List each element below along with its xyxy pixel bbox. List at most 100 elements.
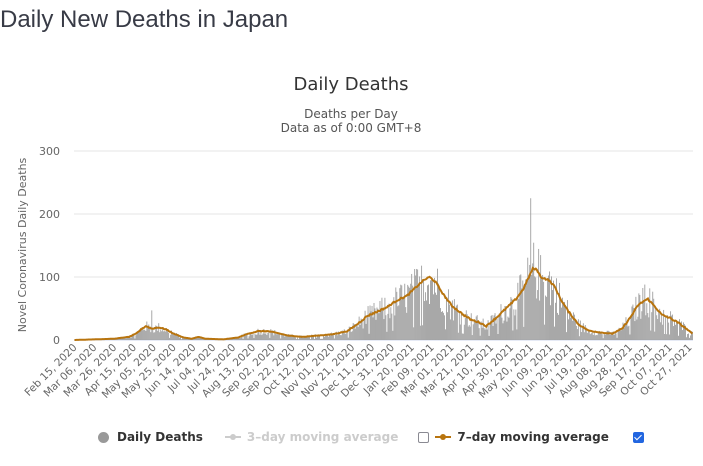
bar [592,334,594,340]
bar [383,319,385,340]
bar [313,336,314,340]
bar [247,338,249,340]
bar [637,316,639,340]
bar [158,323,160,340]
bar [359,324,361,340]
bar [472,324,474,340]
bar [503,320,505,340]
bar [312,335,313,340]
bar [162,327,164,340]
bar [623,327,625,340]
legend-item-3day-ma[interactable]: 3–day moving average [224,430,398,444]
bar [252,332,254,340]
bar [306,336,307,340]
bar [394,315,396,340]
bar [408,286,410,340]
bar [479,335,481,340]
bar [674,320,675,340]
bar [279,333,281,340]
bar [196,338,197,340]
bar [405,307,407,340]
bar [636,319,638,340]
bar [612,331,614,340]
bar [638,293,640,340]
bar [151,310,153,340]
bar [274,330,276,340]
bar [353,324,355,340]
bar [498,313,500,340]
bar [126,337,128,340]
bar [304,336,305,340]
bar [316,337,317,340]
bar [371,305,373,340]
bar [148,324,150,340]
checkbox-3day-ma[interactable] [418,431,430,443]
bar [370,311,372,340]
bar [168,332,170,340]
bar [667,315,669,340]
bar [156,325,158,340]
checkbox-7day-ma[interactable] [632,431,644,443]
bar [445,296,447,340]
bar [493,315,495,340]
bar [652,291,654,340]
bar [556,278,557,340]
bar [413,327,415,340]
bar [174,334,176,340]
bar [572,312,574,340]
bar [246,334,248,340]
bar [366,317,368,340]
bar [567,300,568,340]
bar [390,307,392,340]
bar [523,326,525,340]
bar [618,327,620,340]
bar [492,325,494,340]
bar [648,317,650,340]
bar [502,323,504,340]
bar [622,322,624,340]
bar [341,330,343,340]
bar [367,306,369,340]
chart-subtitle-1: Deaths per Day [304,107,398,121]
bar [676,320,677,340]
bar [133,334,135,340]
legend-item-daily-deaths[interactable]: Daily Deaths [98,430,203,444]
bar [604,334,606,340]
bar [245,333,247,340]
bar [272,330,274,340]
bar [607,330,609,340]
bar [463,324,465,340]
bar [554,326,555,340]
bar [533,242,535,340]
bar [469,326,471,340]
bar [485,327,487,340]
legend-item-7day-ma[interactable]: 7–day moving average [435,430,609,444]
bar [431,280,432,340]
bar [243,333,245,340]
bar [452,320,454,340]
bar [402,297,404,340]
bar [384,297,386,340]
bar [601,334,603,340]
bar [481,327,483,340]
bar [557,312,558,340]
bar [269,337,271,340]
bar [266,335,268,340]
bar [116,339,118,340]
bar [546,296,548,340]
bar [348,326,350,340]
bar [123,337,125,340]
bar [142,330,144,340]
bar [346,330,348,340]
bar [415,275,417,340]
bar [373,302,375,340]
bar [505,306,507,340]
bar [578,336,580,340]
chart-subtitle-2: Data as of 0:00 GMT+8 [281,121,422,135]
bar [146,321,148,340]
bar [303,337,304,340]
bar [627,326,629,340]
bar [510,296,512,340]
bar [416,268,418,340]
bar [392,330,394,340]
